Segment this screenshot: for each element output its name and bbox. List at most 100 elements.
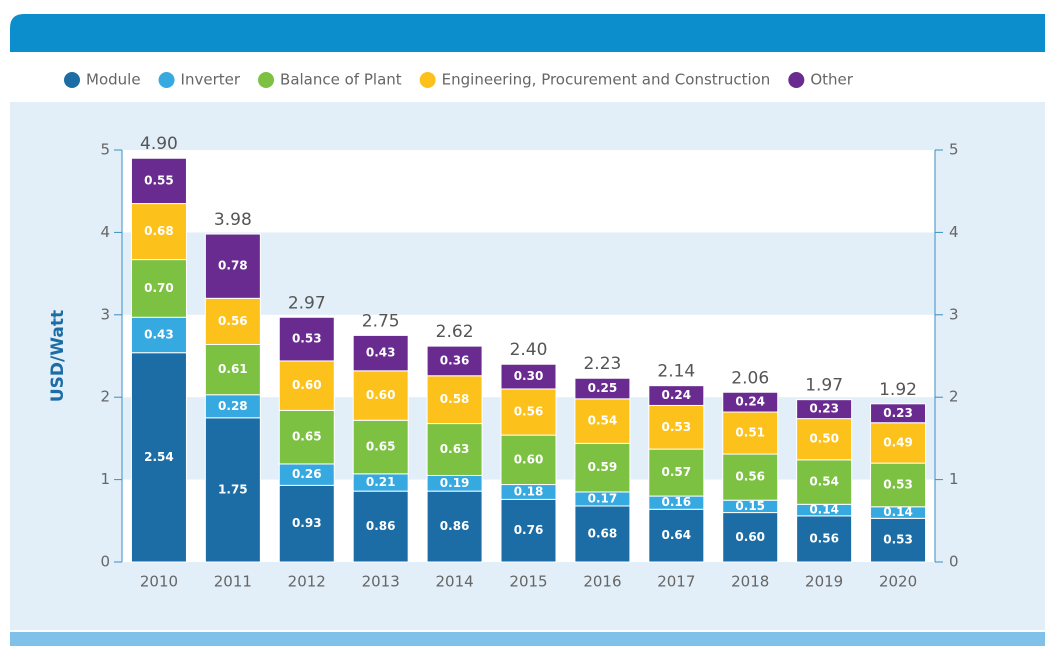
segment-label: 0.18 bbox=[514, 484, 544, 498]
segment-label: 0.64 bbox=[662, 528, 692, 542]
legend-label: Module bbox=[86, 71, 141, 89]
segment-label: 0.56 bbox=[218, 314, 248, 328]
legend-label: Other bbox=[810, 71, 853, 89]
segment-label: 0.54 bbox=[809, 475, 839, 489]
segment-label: 1.75 bbox=[218, 482, 248, 496]
y2-tick-label: 4 bbox=[949, 223, 959, 241]
bar-segment bbox=[352, 370, 409, 421]
y-tick-label: 5 bbox=[100, 141, 110, 159]
segment-label: 0.36 bbox=[440, 353, 470, 367]
legend-marker bbox=[788, 72, 805, 88]
bar-segment bbox=[722, 512, 779, 563]
bar-segment bbox=[204, 417, 261, 563]
segment-label: 0.56 bbox=[735, 470, 765, 484]
segment-label: 0.56 bbox=[809, 531, 839, 545]
bar-segment bbox=[352, 490, 409, 563]
y2-tick-label: 1 bbox=[949, 470, 959, 488]
segment-label: 0.86 bbox=[366, 519, 396, 533]
bar-segment bbox=[870, 403, 927, 424]
segment-label: 0.93 bbox=[292, 516, 322, 530]
segment-label: 0.53 bbox=[883, 477, 913, 491]
bar-segment bbox=[426, 490, 483, 563]
x-tick-label: 2019 bbox=[805, 573, 843, 591]
x-tick-label: 2010 bbox=[140, 573, 178, 591]
legend-marker bbox=[64, 72, 80, 88]
legend-label: Engineering, Procurement and Constructio… bbox=[442, 71, 771, 89]
bar-segment bbox=[500, 388, 557, 436]
bar-segment bbox=[278, 316, 335, 362]
y2-tick-label: 3 bbox=[949, 305, 959, 323]
segment-label: 0.78 bbox=[218, 259, 248, 273]
bar-segment bbox=[500, 434, 557, 486]
header-bar bbox=[10, 14, 1045, 52]
legend-marker bbox=[419, 72, 436, 88]
y2-tick-label: 0 bbox=[949, 553, 959, 571]
total-label: 4.90 bbox=[140, 134, 178, 154]
segment-label: 0.68 bbox=[144, 224, 174, 238]
y-tick-label: 2 bbox=[100, 388, 110, 406]
segment-label: 0.55 bbox=[144, 173, 174, 187]
segment-label: 0.14 bbox=[809, 503, 839, 517]
segment-label: 0.70 bbox=[144, 281, 174, 295]
segment-label: 0.28 bbox=[218, 399, 248, 413]
x-tick-label: 2011 bbox=[214, 573, 252, 591]
total-label: 2.62 bbox=[436, 322, 474, 342]
bar-segment bbox=[574, 377, 631, 400]
bar-segment bbox=[648, 385, 705, 406]
segment-label: 0.58 bbox=[440, 392, 470, 406]
y-tick-label: 4 bbox=[100, 223, 110, 241]
segment-label: 0.76 bbox=[514, 523, 544, 537]
bar-segment bbox=[130, 203, 187, 261]
segment-label: 0.23 bbox=[883, 406, 913, 420]
segment-label: 0.60 bbox=[735, 530, 765, 544]
segment-label: 2.54 bbox=[144, 450, 174, 464]
total-label: 2.06 bbox=[731, 368, 769, 388]
segment-label: 0.60 bbox=[366, 388, 396, 402]
bar-segment bbox=[574, 442, 631, 493]
bar-segment bbox=[796, 515, 853, 563]
grid-band bbox=[122, 150, 935, 233]
bar-segment bbox=[130, 259, 187, 318]
bar-segment bbox=[722, 453, 779, 501]
segment-label: 0.86 bbox=[440, 519, 470, 533]
bar-segment bbox=[796, 459, 853, 505]
bar-segment bbox=[796, 399, 853, 420]
bar-segment bbox=[426, 375, 483, 425]
bar-segment bbox=[426, 345, 483, 377]
bar-segment bbox=[796, 418, 853, 461]
bar-segment bbox=[352, 334, 409, 372]
segment-label: 0.24 bbox=[662, 388, 692, 402]
bar-segment bbox=[352, 419, 409, 475]
total-label: 2.14 bbox=[657, 362, 695, 382]
bar-segment bbox=[278, 409, 335, 465]
segment-label: 0.30 bbox=[514, 369, 544, 383]
total-label: 2.23 bbox=[583, 354, 621, 374]
bar-segment bbox=[204, 233, 261, 299]
segment-label: 0.68 bbox=[588, 526, 618, 540]
segment-label: 0.53 bbox=[883, 533, 913, 547]
legend-label: Inverter bbox=[181, 71, 241, 89]
bar-segment bbox=[130, 352, 187, 563]
segment-label: 0.21 bbox=[366, 475, 396, 489]
y2-tick-label: 5 bbox=[949, 141, 959, 159]
segment-label: 0.65 bbox=[292, 430, 322, 444]
bar-segment bbox=[870, 422, 927, 464]
legend-marker bbox=[258, 72, 275, 88]
y2-tick-label: 2 bbox=[949, 388, 959, 406]
segment-label: 0.14 bbox=[883, 505, 913, 519]
bar-segment bbox=[870, 517, 927, 563]
total-label: 2.97 bbox=[288, 293, 326, 313]
legend-label: Balance of Plant bbox=[280, 71, 402, 89]
y-tick-label: 3 bbox=[100, 305, 110, 323]
bar-segment bbox=[722, 411, 779, 455]
segment-label: 0.17 bbox=[588, 491, 618, 505]
segment-label: 0.63 bbox=[440, 442, 470, 456]
bar-segment bbox=[130, 316, 187, 354]
x-tick-label: 2014 bbox=[435, 573, 473, 591]
bar-segment bbox=[500, 363, 557, 390]
segment-label: 0.26 bbox=[292, 467, 322, 481]
x-tick-label: 2018 bbox=[731, 573, 769, 591]
segment-label: 0.57 bbox=[662, 465, 692, 479]
segment-label: 0.16 bbox=[662, 495, 692, 509]
